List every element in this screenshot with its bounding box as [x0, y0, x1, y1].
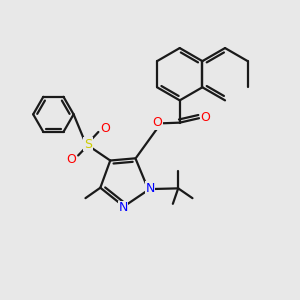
Text: O: O	[66, 152, 76, 166]
Text: S: S	[84, 138, 92, 151]
Text: O: O	[201, 111, 211, 124]
Text: N: N	[145, 182, 155, 195]
Text: O: O	[152, 116, 162, 129]
Text: N: N	[118, 201, 128, 214]
Text: O: O	[100, 122, 110, 135]
